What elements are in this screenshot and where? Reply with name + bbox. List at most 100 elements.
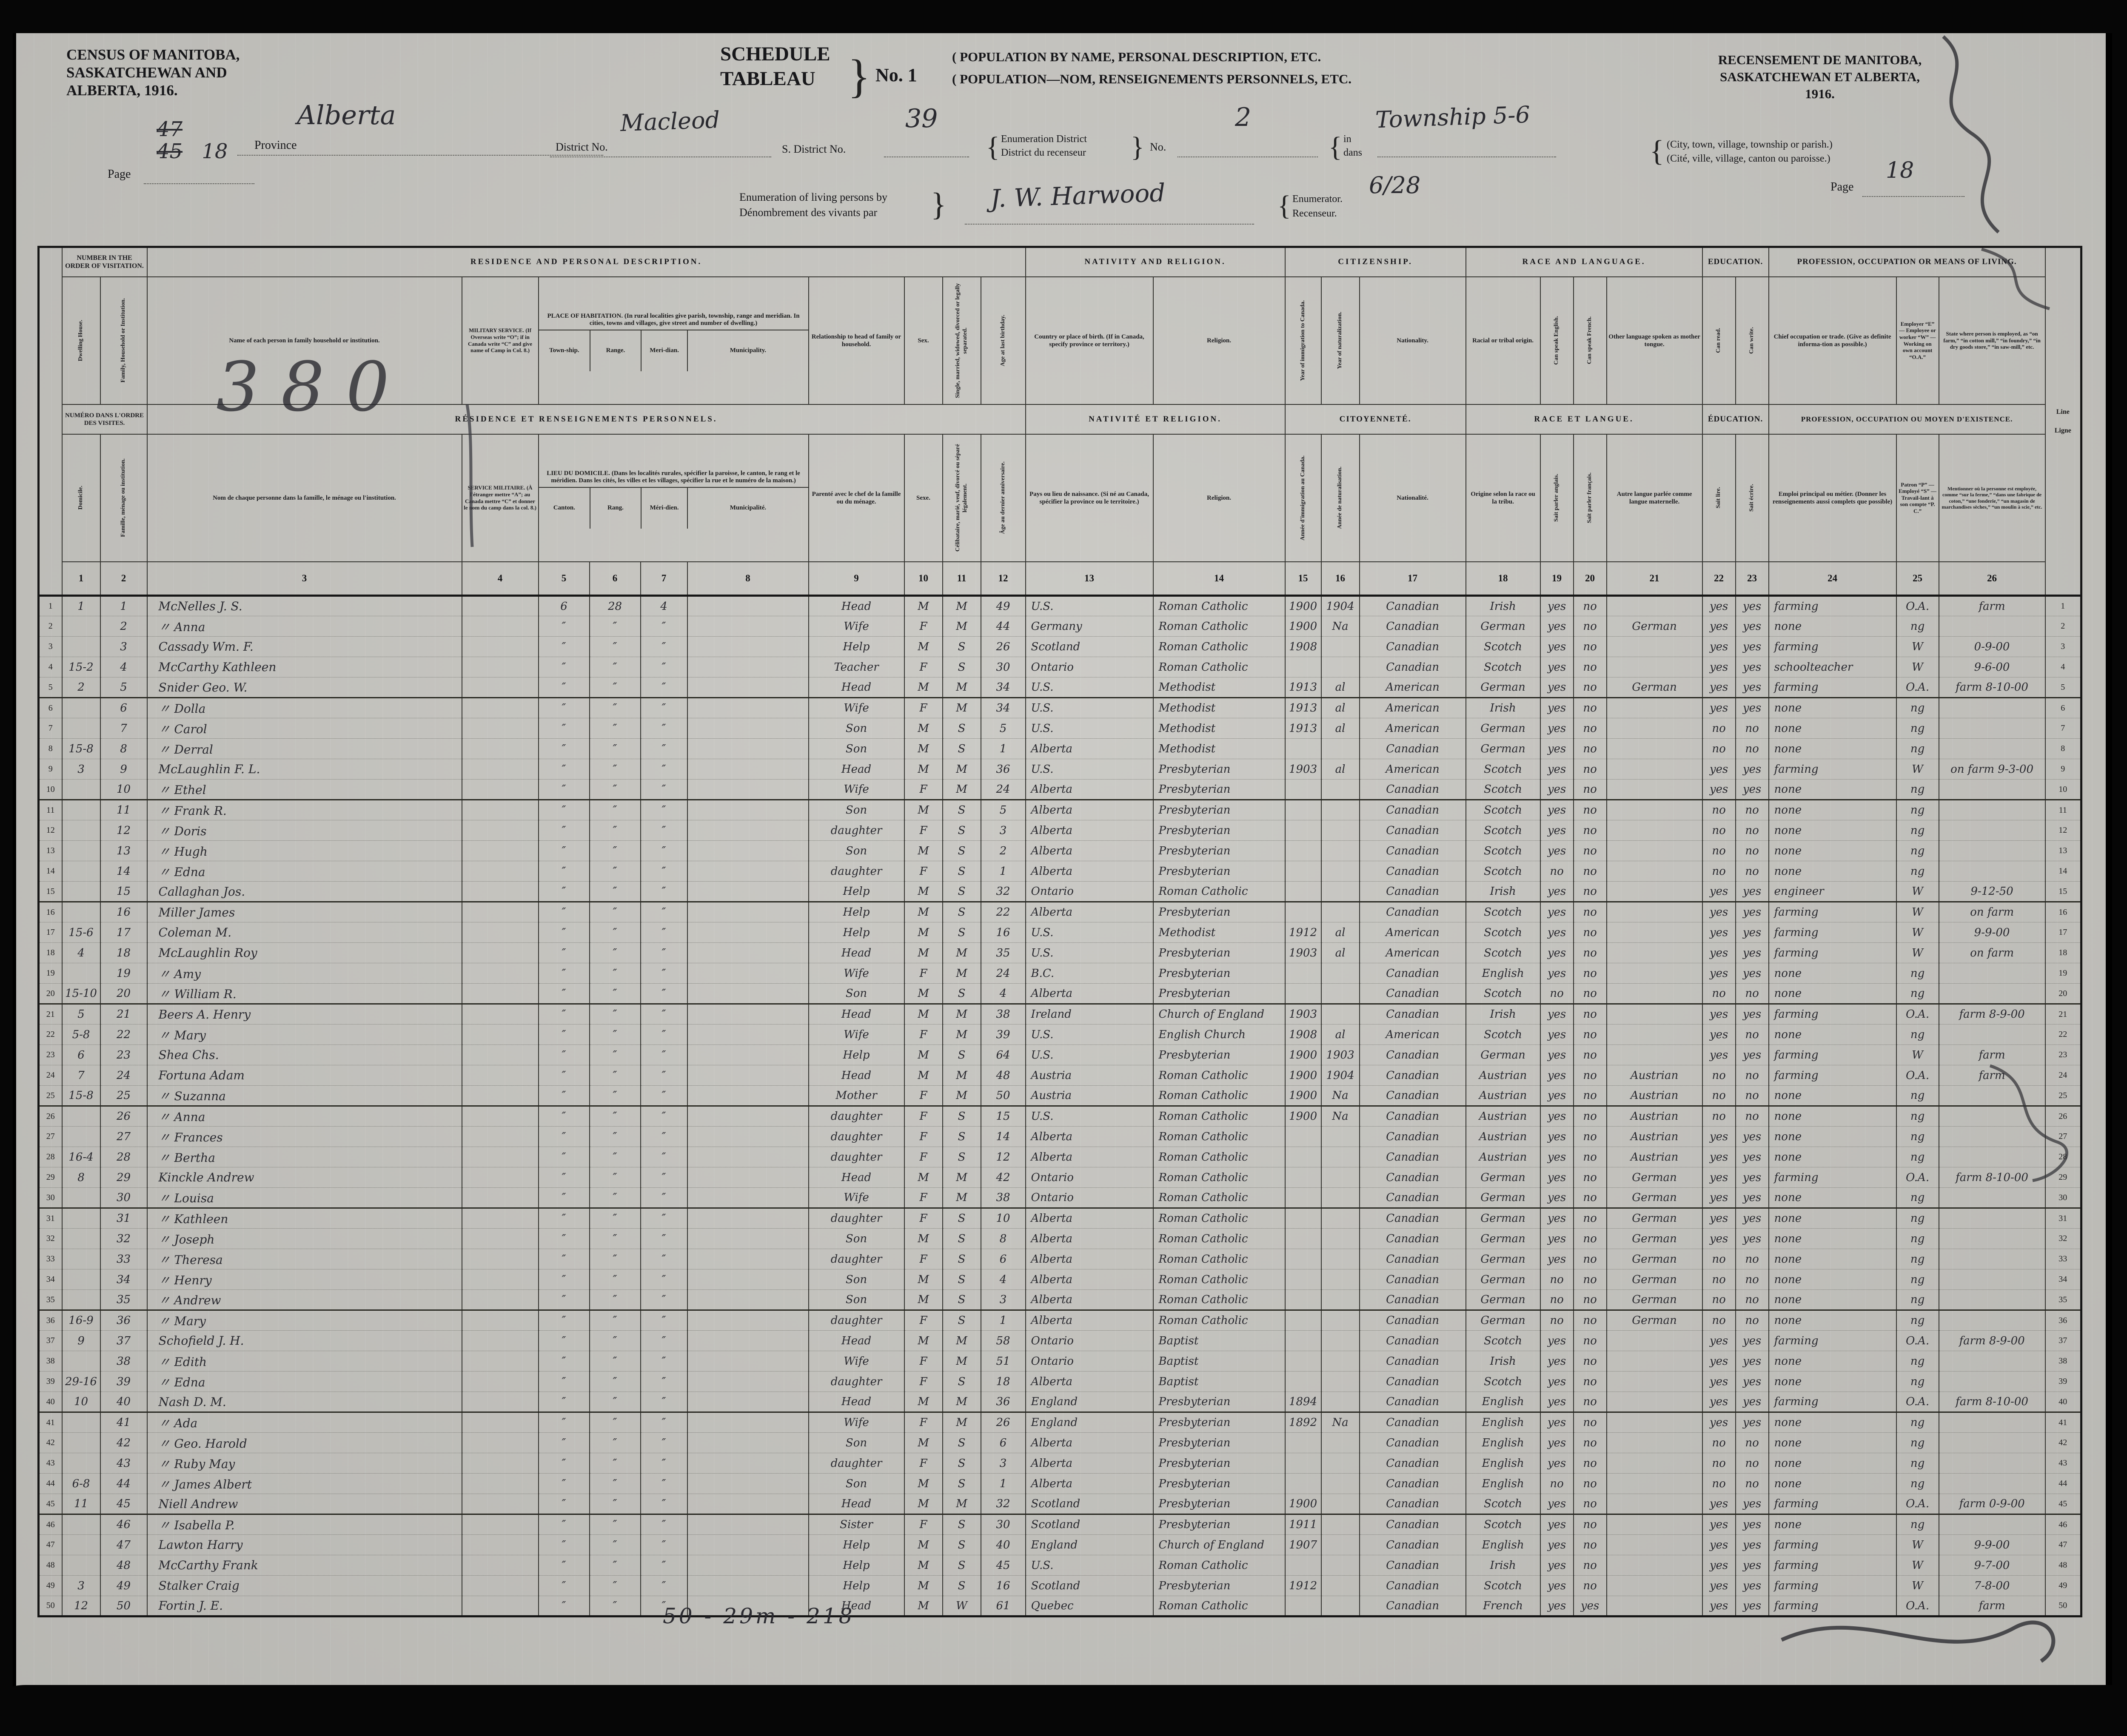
cell-where-employed [1938, 718, 2046, 739]
cell-name: Fortin J. E. [146, 1596, 462, 1617]
province-value: Alberta [297, 100, 396, 131]
column-number: 18 [1465, 561, 1541, 596]
cell-municipality [687, 1289, 809, 1311]
cell-origin: German [1465, 1269, 1541, 1290]
cell-religion: Roman Catholic [1152, 1228, 1286, 1249]
cell-military [461, 677, 539, 698]
line-number-right: 38 [2044, 1351, 2082, 1372]
cell-relationship: Son [808, 1289, 905, 1311]
film-edge-bottom [0, 1685, 2127, 1736]
cell-township: ″ [538, 1269, 590, 1290]
cell-employment-code: W [1896, 902, 1939, 922]
cell-can-read: yes [1702, 963, 1736, 984]
line-number-right: 36 [2044, 1310, 2082, 1331]
cell-dwelling: 6-8 [61, 1473, 101, 1494]
handwritten-entry: Baptist [1158, 1334, 1199, 1347]
cell-can-write: yes [1735, 942, 1769, 963]
cell-dwelling [61, 1412, 101, 1433]
cell-immigration-year: 1900 [1284, 1085, 1322, 1107]
cell-can-read: no [1702, 1473, 1736, 1494]
cell-where-employed: farm [1938, 595, 2046, 616]
handwritten-entry: German [1632, 1252, 1677, 1266]
handwritten-entry: yes [1709, 1130, 1728, 1143]
line-number: 36 [46, 1315, 55, 1325]
cell-occupation: none [1768, 800, 1897, 820]
handwritten-entry: W [1912, 763, 1923, 776]
handwritten-entry: S [958, 1559, 966, 1572]
cell-where-employed [1938, 697, 2046, 718]
cell-relationship: Teacher [808, 657, 905, 677]
handwritten-entry: Alberta [1031, 742, 1073, 755]
handwritten-entry: M [956, 1355, 967, 1368]
cell-can-read: no [1702, 1453, 1736, 1474]
cell-occupation: none [1768, 738, 1897, 759]
handwritten-entry: daughter [830, 1130, 882, 1143]
handwritten-entry: M [956, 1069, 967, 1082]
handwritten-entry: M [956, 946, 967, 959]
handwritten-entry: ng [1910, 1150, 1925, 1164]
handwritten-entry: farming [1774, 1579, 1819, 1592]
line-number-left: 21 [38, 1004, 63, 1025]
handwritten-entry: 8 [77, 1171, 85, 1184]
handwritten-entry: no [1583, 906, 1597, 919]
handwritten-entry: yes [1709, 1497, 1728, 1510]
cell-immigration-year: 1900 [1284, 1044, 1322, 1065]
handwritten-entry: ″ [613, 1232, 617, 1245]
handwritten-entry: Roman Catholic [1158, 1252, 1248, 1266]
cell-employment-code: ng [1896, 1187, 1939, 1209]
cell-other-language [1606, 922, 1703, 943]
cell-employment-code: W [1896, 1534, 1939, 1555]
line-number: 50 [46, 1601, 55, 1610]
handwritten-entry: ″ [661, 1375, 666, 1388]
cell-meridian: ″ [640, 1289, 688, 1311]
scribble-bottom-right [1781, 1620, 2056, 1663]
cell-sex: F [904, 1126, 943, 1147]
cell-nationality: Canadian [1359, 1555, 1466, 1576]
cell-where-employed [1938, 1187, 2046, 1209]
handwritten-entry: Head [841, 763, 872, 776]
cell-birthplace: U.S. [1025, 595, 1154, 616]
table-row: 11 11 〃 Frank R. ″ ″ ″ Son M S 5 Alberta Presbyteri… [38, 800, 2082, 820]
handwritten-entry: 3 [999, 1457, 1007, 1470]
handwritten-entry: al [1335, 702, 1346, 714]
handwritten-entry: Scotch [1484, 763, 1522, 776]
table-row: 13 13 〃 Hugh ″ ″ ″ Son M S 2 Alberta Presbyterian Ca… [38, 840, 2082, 861]
cell-origin: Scotch [1465, 1514, 1541, 1535]
cell-township: ″ [538, 1555, 590, 1576]
cell-family: 35 [100, 1289, 148, 1311]
cell-origin: Scotch [1465, 800, 1541, 820]
cell-employment-code: ng [1896, 1473, 1939, 1494]
cell-speaks-french: no [1573, 922, 1607, 943]
handwritten-entry: Methodist [1158, 722, 1216, 735]
cell-speaks-french: no [1573, 1004, 1607, 1025]
cell-religion: Roman Catholic [1152, 1596, 1286, 1617]
cell-nationality: Canadian [1359, 738, 1466, 759]
handwritten-entry: M [956, 763, 967, 776]
line-number-right: 28 [2044, 1147, 2082, 1167]
cell-religion: Presbyterian [1152, 820, 1286, 841]
cell-meridian: ″ [640, 1004, 688, 1025]
dans-label: dans [1343, 147, 1362, 158]
line-number: 37 [46, 1336, 55, 1345]
handwritten-entry: ″ [613, 1497, 617, 1510]
cell-can-write: no [1735, 1106, 1769, 1127]
cell-family: 13 [100, 840, 148, 861]
handwritten-entry: yes [1547, 640, 1566, 653]
handwritten-entry: Alberta [1031, 865, 1073, 878]
handwritten-entry: American [1386, 681, 1440, 694]
column-number: 16 [1320, 561, 1360, 596]
cell-relationship: Son [808, 1432, 905, 1453]
cell-name: 〃 Edna [146, 861, 462, 882]
cell-immigration-year [1284, 1147, 1322, 1167]
handwritten-entry: 9-12-50 [1970, 885, 2013, 898]
handwritten-entry: W [1912, 1538, 1923, 1551]
handwritten-entry: ″ [562, 1028, 566, 1041]
cell-family: 40 [100, 1392, 148, 1413]
cell-birthplace: U.S. [1025, 1106, 1154, 1127]
line-number: 33 [46, 1254, 55, 1264]
handwritten-entry: 12 [74, 1599, 88, 1612]
cell-speaks-english: yes [1540, 1044, 1574, 1065]
line-number: 45 [2059, 1499, 2067, 1508]
cell-family: 50 [100, 1596, 148, 1617]
cell-immigration-year: 1900 [1284, 595, 1322, 616]
